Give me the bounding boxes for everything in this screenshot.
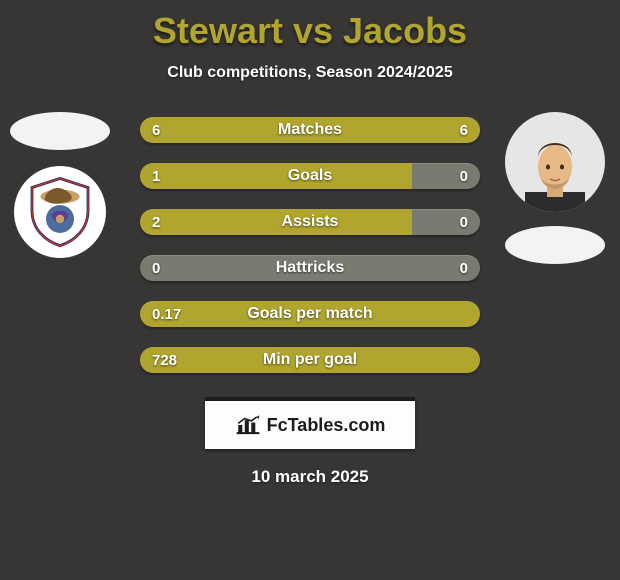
stat-row: 10Goals <box>140 163 480 189</box>
stat-label: Min per goal <box>140 347 480 373</box>
stat-label: Assists <box>140 209 480 235</box>
player-right-photo <box>505 112 605 212</box>
stat-row: 0.17Goals per match <box>140 301 480 327</box>
stat-label: Goals <box>140 163 480 189</box>
player-left <box>10 112 110 258</box>
crest-icon <box>25 177 95 247</box>
subtitle: Club competitions, Season 2024/2025 <box>0 64 620 82</box>
date-label: 10 march 2025 <box>0 467 620 487</box>
stat-label: Hattricks <box>140 255 480 281</box>
chart-icon <box>235 414 261 436</box>
stat-label: Matches <box>140 117 480 143</box>
page-title: Stewart vs Jacobs <box>0 0 620 52</box>
stat-row: 00Hattricks <box>140 255 480 281</box>
stat-row: 66Matches <box>140 117 480 143</box>
stat-row: 20Assists <box>140 209 480 235</box>
player-right-crest-placeholder <box>505 226 605 264</box>
player-left-crest <box>14 166 106 258</box>
player-left-photo-placeholder <box>10 112 110 150</box>
stat-bars: 66Matches 10Goals 20Assists 00Hattricks 0.17… <box>140 117 480 373</box>
player-right <box>500 112 610 264</box>
stat-label: Goals per match <box>140 301 480 327</box>
avatar <box>525 137 585 212</box>
comparison-area: 66Matches 10Goals 20Assists 00Hattricks 0.17… <box>0 117 620 373</box>
stat-row: 728Min per goal <box>140 347 480 373</box>
brand-badge: FcTables.com <box>205 397 415 449</box>
brand-label: FcTables.com <box>267 415 386 436</box>
